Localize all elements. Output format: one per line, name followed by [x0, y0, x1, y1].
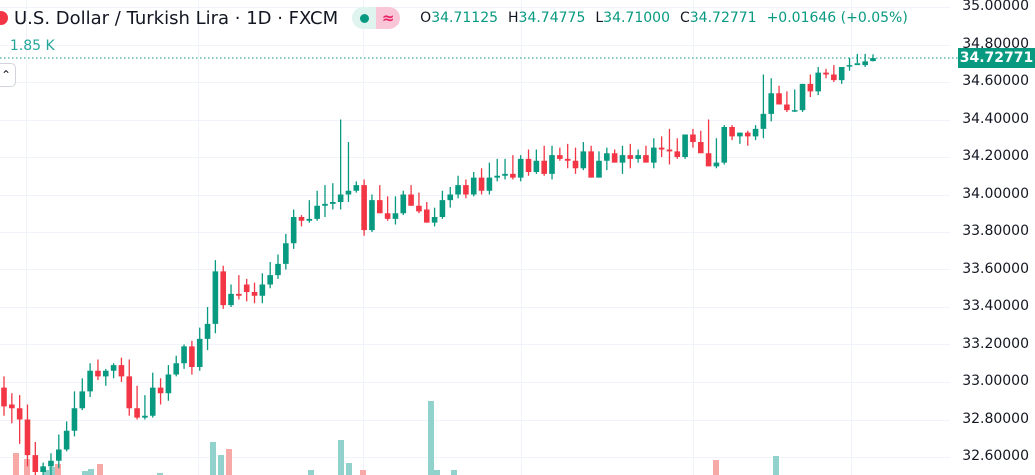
- price-axis-tick: 34.80000: [962, 35, 1029, 52]
- collapse-legend-button[interactable]: ⌃: [0, 63, 16, 87]
- price-axis-tick: 33.60000: [962, 260, 1029, 277]
- price-axis-tick: 34.00000: [962, 185, 1029, 202]
- price-axis-tick: 33.40000: [962, 298, 1029, 314]
- market-open-dot-icon[interactable]: [352, 7, 377, 29]
- high-value: H34.74775: [508, 10, 586, 26]
- price-axis-tick: 32.80000: [962, 410, 1029, 427]
- price-axis-tick: 34.20000: [962, 148, 1029, 164]
- price-axis-tick: 34.60000: [962, 73, 1029, 89]
- chevron-up-left-icon: ⌃: [0, 68, 11, 82]
- grid-lines: [0, 0, 950, 475]
- price-axis-tick: 33.00000: [962, 373, 1029, 389]
- price-axis-tick: 34.40000: [962, 110, 1029, 127]
- low-value: L34.71000: [595, 10, 670, 26]
- volume-value: 1.85 K: [9, 38, 55, 54]
- change-value: +0.01646 (+0.05%): [766, 10, 908, 26]
- price-candles: [1, 53, 876, 475]
- close-value: C34.72771: [679, 10, 757, 26]
- chart-legend: U.S. Dollar / Turkish Lira · 1D · FXCM ≈…: [0, 4, 908, 32]
- price-axis-tick: 32.60000: [962, 448, 1029, 464]
- symbol-logo-icon[interactable]: [0, 11, 8, 25]
- ohlc-values: O34.71125 H34.74775 L34.71000 C34.72771 …: [420, 10, 908, 26]
- price-axis-tick: 35.00000: [962, 0, 1029, 14]
- volume-legend: l 1.85 K: [0, 38, 55, 54]
- symbol-title[interactable]: U.S. Dollar / Turkish Lira · 1D · FXCM: [14, 7, 339, 29]
- status-pills[interactable]: ≈: [352, 7, 401, 29]
- price-axis-tick: 33.80000: [962, 223, 1029, 239]
- price-axis-tick: 33.20000: [962, 335, 1029, 352]
- approx-data-icon[interactable]: ≈: [376, 7, 401, 29]
- open-value: O34.71125: [420, 10, 499, 26]
- volume-bars: [13, 401, 779, 475]
- current-price-label: 34.72771: [958, 48, 1035, 69]
